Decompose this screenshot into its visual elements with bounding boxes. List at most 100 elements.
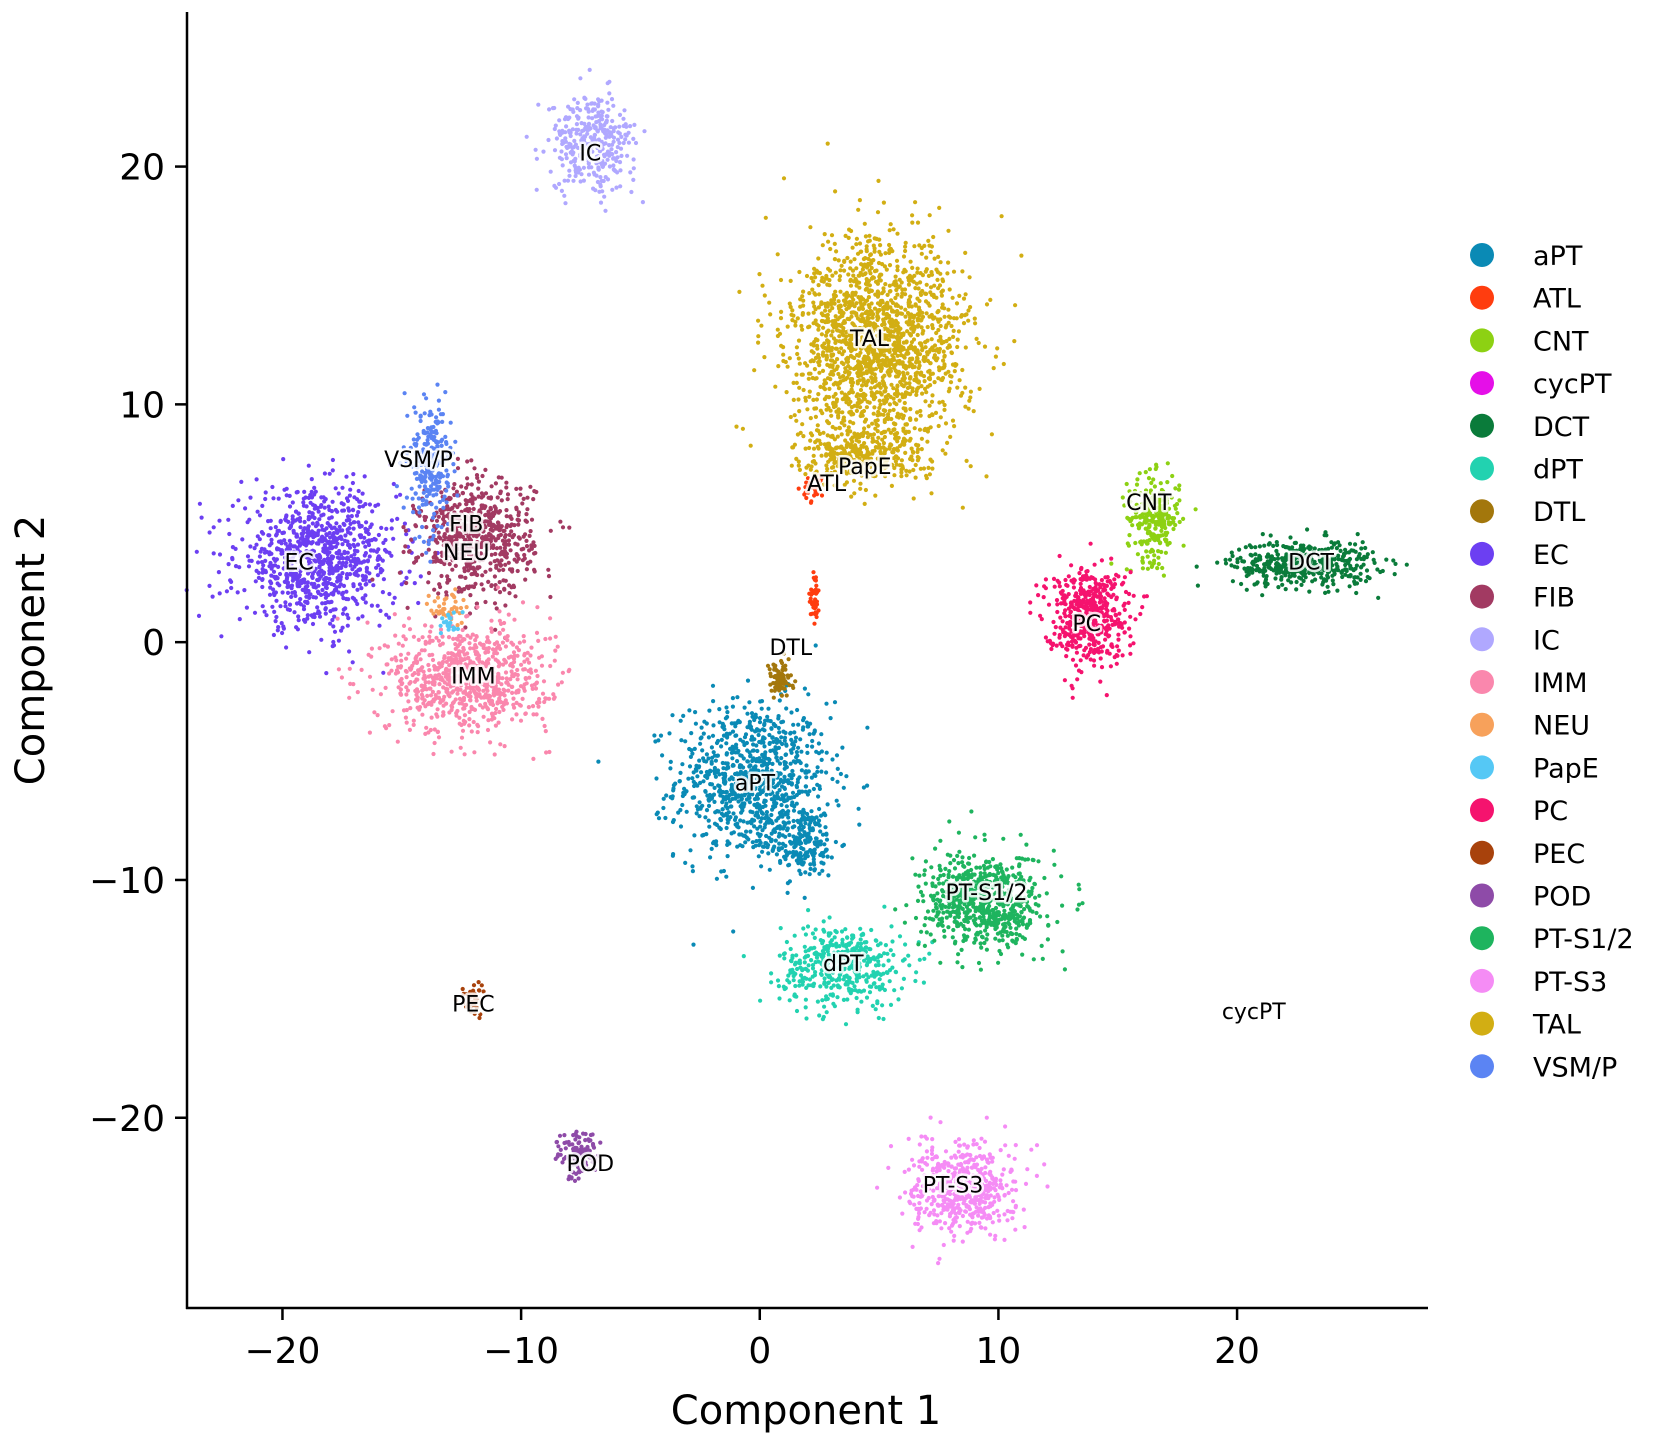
data-point bbox=[602, 194, 607, 199]
data-point bbox=[688, 848, 693, 853]
data-point bbox=[260, 503, 265, 508]
data-point bbox=[742, 778, 748, 783]
data-point bbox=[350, 660, 355, 665]
data-point bbox=[508, 654, 514, 659]
data-point bbox=[769, 980, 774, 985]
data-point bbox=[316, 528, 321, 533]
data-point bbox=[725, 817, 730, 822]
data-point bbox=[819, 476, 824, 481]
data-point bbox=[333, 507, 338, 513]
data-point bbox=[300, 587, 305, 593]
data-point bbox=[698, 736, 703, 741]
data-point bbox=[347, 517, 352, 523]
data-point bbox=[532, 543, 537, 549]
data-point bbox=[783, 834, 788, 839]
data-point bbox=[750, 885, 756, 891]
data-point bbox=[1134, 482, 1140, 487]
data-point bbox=[537, 655, 542, 660]
data-point bbox=[900, 958, 906, 963]
data-point bbox=[750, 840, 755, 845]
data-point bbox=[1266, 552, 1271, 557]
data-point bbox=[1170, 473, 1175, 479]
data-point bbox=[1361, 557, 1366, 562]
data-point bbox=[806, 908, 811, 913]
data-point bbox=[333, 607, 338, 612]
data-point bbox=[442, 532, 447, 537]
data-point bbox=[511, 696, 516, 701]
data-point bbox=[822, 842, 827, 847]
data-point bbox=[347, 543, 352, 548]
data-point bbox=[500, 676, 505, 681]
data-point bbox=[536, 638, 541, 644]
data-point bbox=[601, 178, 606, 184]
data-point bbox=[1330, 578, 1335, 583]
data-point bbox=[776, 781, 782, 786]
data-point bbox=[339, 552, 344, 557]
data-point bbox=[278, 518, 283, 523]
data-point bbox=[578, 179, 583, 184]
data-point bbox=[708, 855, 713, 860]
data-point bbox=[389, 526, 394, 531]
data-point bbox=[276, 547, 281, 552]
data-point bbox=[248, 544, 253, 549]
data-point bbox=[420, 696, 425, 701]
data-point bbox=[866, 958, 871, 963]
data-point bbox=[697, 758, 702, 763]
data-point bbox=[434, 518, 440, 523]
data-point bbox=[332, 629, 338, 634]
data-point bbox=[1253, 557, 1258, 562]
data-point bbox=[462, 752, 467, 757]
data-point bbox=[730, 704, 736, 709]
data-point bbox=[883, 943, 889, 948]
data-point bbox=[707, 824, 712, 829]
data-point bbox=[339, 628, 344, 633]
data-point bbox=[365, 620, 370, 625]
data-point bbox=[533, 550, 538, 556]
data-point bbox=[279, 621, 284, 626]
data-point bbox=[396, 641, 401, 646]
data-point bbox=[472, 750, 477, 755]
data-point bbox=[692, 783, 697, 789]
data-point bbox=[404, 692, 409, 697]
data-point bbox=[729, 775, 734, 780]
data-point bbox=[1152, 484, 1157, 489]
data-point bbox=[475, 730, 480, 735]
data-point bbox=[775, 794, 781, 800]
data-point bbox=[546, 137, 551, 143]
data-point bbox=[327, 550, 332, 555]
data-point bbox=[462, 569, 467, 574]
data-point bbox=[777, 841, 782, 846]
data-point bbox=[699, 770, 704, 775]
data-point bbox=[403, 715, 408, 720]
data-point bbox=[582, 96, 587, 101]
data-point bbox=[791, 818, 796, 824]
data-point bbox=[441, 710, 446, 715]
data-point bbox=[489, 484, 494, 489]
data-point bbox=[428, 629, 433, 634]
data-point bbox=[502, 534, 508, 540]
data-point bbox=[1363, 579, 1369, 584]
data-point bbox=[741, 954, 746, 959]
data-point bbox=[1165, 461, 1170, 466]
data-point bbox=[546, 574, 552, 579]
data-point bbox=[197, 501, 202, 506]
data-point bbox=[766, 851, 771, 856]
data-point bbox=[758, 832, 763, 837]
data-point bbox=[528, 529, 533, 534]
data-point bbox=[788, 761, 793, 766]
data-point bbox=[779, 812, 784, 817]
data-point bbox=[781, 780, 786, 785]
data-point bbox=[495, 585, 500, 590]
data-point bbox=[592, 132, 598, 137]
data-point bbox=[632, 122, 637, 127]
data-point bbox=[741, 819, 746, 824]
data-point bbox=[509, 669, 514, 674]
data-point bbox=[881, 1016, 886, 1022]
data-point bbox=[714, 876, 720, 881]
data-point bbox=[724, 766, 729, 771]
data-point bbox=[713, 840, 718, 846]
data-point bbox=[774, 740, 779, 745]
data-point bbox=[749, 768, 754, 773]
data-point bbox=[369, 603, 374, 608]
